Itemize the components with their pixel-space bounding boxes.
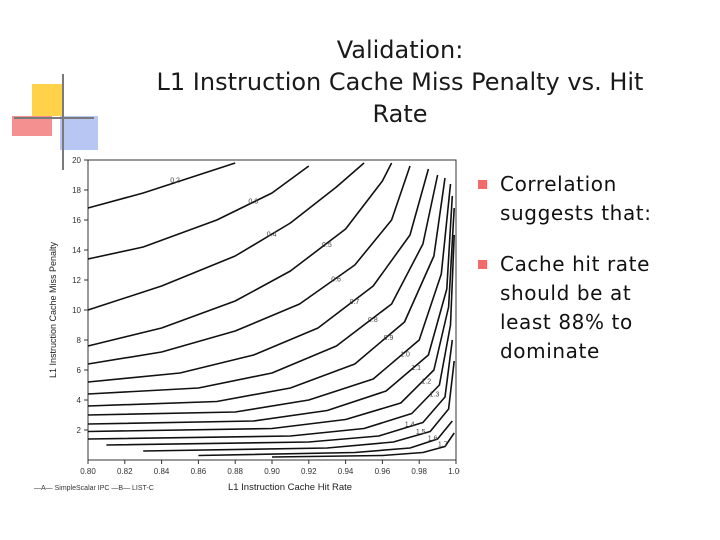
- x-tick-label: 0.86: [191, 467, 207, 476]
- contour-line: [106, 339, 454, 446]
- contour-line: [87, 234, 455, 440]
- contour-label: 1.7: [438, 442, 448, 449]
- contour-label: 0.7: [350, 299, 360, 306]
- chart-legend: —A— SimpleScalar IPC —B— LIST-C: [34, 485, 154, 492]
- x-tick-label: 0.90: [264, 467, 280, 476]
- contour-label: 0.4: [267, 232, 277, 239]
- decor-red-bar: [12, 116, 52, 136]
- contour-chart: 0.2 0.3 0.4 0.5 0.6 0.7 0.8 0.9 1.0 1.1 1.2 1.3 1.4 1…: [20, 150, 464, 504]
- x-axis-label: L1 Instruction Cache Hit Rate: [228, 482, 352, 493]
- x-tick-label: 0.92: [301, 467, 317, 476]
- contour-label: 1.1: [411, 365, 421, 372]
- x-tick-label: 0.96: [375, 467, 391, 476]
- contour-line: [87, 162, 236, 209]
- bullet-list: Correlation suggests that: Cache hit rat…: [478, 170, 668, 388]
- bullet-marker: [478, 260, 487, 269]
- contour-line: [271, 432, 455, 458]
- contour-label: 0.8: [368, 317, 378, 324]
- contour-line: [87, 207, 455, 433]
- contour-label: 0.5: [322, 242, 332, 249]
- contour-line: [143, 360, 455, 452]
- y-tick-label: 14: [72, 246, 81, 255]
- contour-label: 0.9: [384, 335, 394, 342]
- contour-label: 1.5: [416, 429, 426, 436]
- contour-line: [87, 162, 365, 311]
- x-tick-label: 0.80: [80, 467, 96, 476]
- y-tick-label: 12: [72, 276, 81, 285]
- y-tick-label: 10: [72, 306, 81, 315]
- x-tick-label: 0.88: [227, 467, 243, 476]
- contour-line: [87, 165, 411, 365]
- contour-label: 0.3: [248, 199, 258, 206]
- decor-yellow-square: [32, 84, 64, 116]
- y-tick-label: 4: [77, 396, 82, 405]
- contour-line: [87, 165, 310, 260]
- contour-label: 1.2: [421, 379, 431, 386]
- y-tick-label: 6: [77, 366, 82, 375]
- bullet-text-1: Correlation suggests that:: [500, 172, 652, 225]
- contour-label: 0.2: [170, 178, 180, 185]
- decor-horizontal-line: [14, 117, 94, 119]
- slide-title: Validation: L1 Instruction Cache Miss Pe…: [110, 34, 690, 130]
- contour-label: 1.6: [428, 436, 438, 443]
- contour-line: [87, 183, 452, 416]
- chart-frame: [87, 159, 457, 461]
- contour-line: [87, 177, 446, 407]
- contour-label: 1.4: [405, 421, 415, 428]
- x-tick-label: 0.82: [117, 467, 133, 476]
- y-tick-label: 8: [77, 336, 82, 345]
- bullet-item: Correlation suggests that:: [478, 170, 668, 228]
- contour-line: [87, 174, 439, 395]
- contour-line: [87, 168, 430, 383]
- contour-labels: 0.20.30.40.50.60.70.80.91.01.11.21.31.41…: [170, 178, 448, 449]
- title-line-1: Validation:: [336, 36, 464, 64]
- contour-line: [87, 195, 454, 425]
- x-tick-label: 1.00: [448, 467, 460, 476]
- y-axis-label: L1 Instruction Cache Miss Penalty: [48, 241, 58, 378]
- title-line-3: Rate: [372, 100, 428, 128]
- bullet-marker: [478, 180, 487, 189]
- contour-label: 0.6: [331, 277, 341, 284]
- y-axis-ticks: 2 4 6 8 10 12 14 16 18 20: [72, 156, 88, 435]
- x-axis-ticks: 0.80 0.82 0.84 0.86 0.88 0.90 0.92 0.94 0.96 0.98…: [80, 460, 464, 476]
- bullet-item: Cache hit rate should be at least 88% to…: [478, 250, 668, 366]
- contour-lines: [87, 162, 455, 458]
- x-tick-label: 0.84: [154, 467, 170, 476]
- contour-line: [87, 162, 393, 347]
- y-tick-label: 18: [72, 186, 81, 195]
- contour-line: [198, 420, 453, 457]
- y-tick-label: 2: [77, 426, 82, 435]
- decor-blue-square: [60, 116, 98, 150]
- x-tick-label: 0.98: [411, 467, 427, 476]
- contour-label: 1.0: [400, 352, 410, 359]
- chart-svg: 0.20.30.40.50.60.70.80.91.01.11.21.31.41…: [34, 156, 464, 493]
- contour-label: 1.3: [430, 391, 440, 398]
- x-tick-label: 0.94: [338, 467, 354, 476]
- bullet-text-2: Cache hit rate should be at least 88% to…: [500, 252, 651, 363]
- y-tick-label: 20: [72, 156, 81, 165]
- decor-vertical-line: [62, 74, 64, 170]
- y-tick-label: 16: [72, 216, 81, 225]
- plot-frame: [87, 159, 457, 461]
- title-line-2: L1 Instruction Cache Miss Penalty vs. Hi…: [156, 68, 644, 96]
